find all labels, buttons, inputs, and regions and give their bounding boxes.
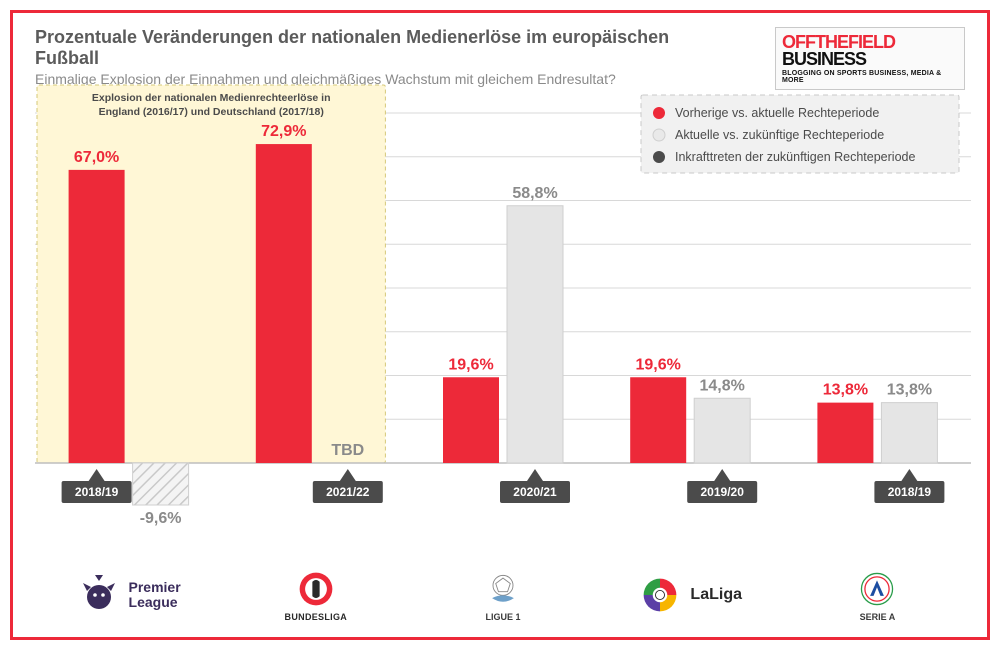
chart-title: Prozentuale Veränderungen der nationalen… (35, 27, 735, 69)
league-label: LIGUE 1 (486, 613, 521, 622)
league-bundesliga: BUNDESLIGA (222, 563, 409, 627)
highlight-label: Explosion der nationalen Medienrechteerl… (92, 92, 331, 104)
bar-value-label: 19,6% (636, 356, 681, 373)
legend-dot-icon (653, 129, 665, 141)
ligue1-logo-icon (481, 567, 525, 611)
bar-previous-period (69, 170, 125, 463)
legend-item-label: Aktuelle vs. zukünftige Rechteperiode (675, 128, 884, 142)
bar-value-label: 13,8% (887, 382, 932, 399)
marker-triangle-icon (340, 469, 356, 481)
marker-triangle-icon (714, 469, 730, 481)
legend-dot-icon (653, 151, 665, 163)
bar-future-period (507, 206, 563, 463)
legend-item-label: Inkrafttreten der zukünftigen Rechteperi… (675, 150, 915, 164)
brand-tagline: BLOGGING ON SPORTS BUSINESS, MEDIA & MOR… (782, 70, 958, 84)
bar-value-label: 67,0% (74, 149, 119, 166)
league-label: BUNDESLIGA (285, 613, 348, 622)
bundesliga-logo-icon (294, 567, 338, 611)
league-seriea: SERIE A (784, 563, 971, 627)
marker-label: 2020/21 (513, 485, 557, 499)
highlight-label: England (2016/17) und Deutschland (2017/… (99, 106, 324, 118)
marker-triangle-icon (527, 469, 543, 481)
bar-previous-period (817, 403, 873, 463)
league-premier: PremierLeague (35, 563, 222, 627)
marker-label: 2021/22 (326, 485, 370, 499)
bar-value-label: 19,6% (448, 356, 493, 373)
bar-value-label: 72,9% (261, 123, 306, 140)
marker-label: 2018/19 (888, 485, 932, 499)
league-label: PremierLeague (129, 580, 181, 609)
legend-item-label: Vorherige vs. aktuelle Rechteperiode (675, 106, 879, 120)
bar-future-period (133, 463, 189, 505)
legend-dot-icon (653, 107, 665, 119)
leagues-row: PremierLeague BUNDESLIGA LIGUE 1 (35, 563, 971, 627)
bar-future-period (881, 403, 937, 463)
marker-triangle-icon (901, 469, 917, 481)
marker-label: 2019/20 (701, 485, 745, 499)
bar-previous-period (630, 377, 686, 463)
bar-tbd-label: TBD (331, 442, 364, 459)
laliga-logo-icon (638, 573, 682, 617)
bar-value-label: 13,8% (823, 382, 868, 399)
brand-box: OFFTHEFIELD BUSINESS BLOGGING ON SPORTS … (775, 27, 965, 90)
league-laliga: LaLiga (597, 563, 784, 627)
bar-previous-period (443, 377, 499, 463)
bar-value-label: 58,8% (512, 185, 557, 202)
bar-value-label: -9,6% (140, 510, 182, 527)
league-label: SERIE A (860, 613, 896, 622)
league-ligue1: LIGUE 1 (409, 563, 596, 627)
titles-block: Prozentuale Veränderungen der nationalen… (35, 27, 735, 87)
bar-future-period (694, 398, 750, 463)
premier-league-logo-icon (77, 573, 121, 617)
bar-value-label: 14,8% (700, 377, 745, 394)
chart-frame: Prozentuale Veränderungen der nationalen… (10, 10, 990, 640)
seriea-logo-icon (855, 567, 899, 611)
league-label: LaLiga (690, 587, 742, 604)
marker-triangle-icon (89, 469, 105, 481)
marker-label: 2018/19 (75, 485, 119, 499)
bar-previous-period (256, 144, 312, 463)
chart-plot: Explosion der nationalen Medienrechteerl… (35, 83, 971, 553)
